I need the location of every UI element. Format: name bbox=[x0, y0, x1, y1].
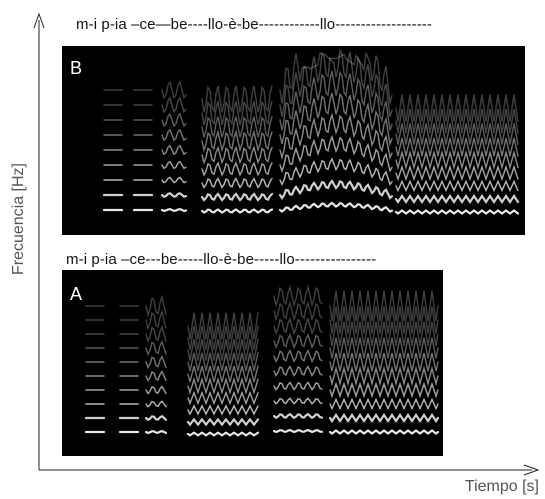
spectro-a-harmonic bbox=[273, 316, 323, 336]
spectro-a-harmonic bbox=[187, 390, 259, 406]
spectro-a-harmonic bbox=[145, 324, 167, 344]
spectro-a-harmonic bbox=[273, 365, 323, 377]
spectro-b-harmonic bbox=[395, 149, 519, 171]
spectro-a-harmonic bbox=[272, 412, 324, 420]
spectro-b-harmonic bbox=[201, 100, 273, 126]
spectro-b-harmonic bbox=[161, 80, 187, 100]
lyrics-panel-a: m-i p-ia –ce---be-----llo-è-be-----llo--… bbox=[66, 251, 377, 268]
spectro-b-harmonic bbox=[395, 123, 519, 146]
spectro-b-harmonic bbox=[161, 128, 187, 142]
spectro-a-harmonic bbox=[273, 349, 323, 363]
spectro-b-harmonic bbox=[200, 208, 274, 214]
spectro-a-harmonic bbox=[187, 312, 259, 340]
spectro-b-harmonic bbox=[201, 85, 273, 113]
spectrogram-b-image bbox=[102, 48, 520, 215]
spectro-a-harmonic bbox=[273, 300, 323, 322]
spectro-a-harmonic bbox=[144, 429, 168, 435]
spectro-b-harmonic bbox=[160, 207, 188, 213]
spectro-a-harmonic bbox=[145, 355, 167, 369]
spectrogram-a-image bbox=[84, 284, 440, 437]
spectro-b-harmonic bbox=[279, 70, 393, 131]
spectro-b-harmonic bbox=[161, 160, 187, 170]
spectro-a-harmonic bbox=[186, 417, 260, 427]
spectro-b-harmonic bbox=[279, 52, 393, 104]
spectro-a-harmonic bbox=[145, 370, 167, 382]
spectro-a-harmonic bbox=[187, 376, 259, 396]
spectro-a-harmonic bbox=[187, 325, 259, 351]
spectro-b-harmonic bbox=[160, 192, 188, 198]
spectro-a-harmonic bbox=[145, 400, 167, 408]
spectro-b-harmonic bbox=[201, 145, 273, 165]
spectro-a-harmonic bbox=[144, 414, 168, 422]
spectro-b-harmonic bbox=[161, 176, 187, 184]
spectro-a-harmonic bbox=[329, 321, 439, 347]
spectro-a-harmonic bbox=[329, 381, 439, 399]
spectro-b-harmonic bbox=[395, 94, 519, 123]
spectro-b-harmonic bbox=[395, 179, 519, 193]
spectro-a-harmonic bbox=[187, 352, 259, 372]
spectro-b-harmonic bbox=[279, 92, 393, 147]
spectro-b-harmonic bbox=[279, 48, 393, 117]
spectro-a-harmonic bbox=[329, 306, 439, 334]
spectro-a-harmonic bbox=[329, 337, 439, 359]
spectro-a-harmonic bbox=[273, 397, 323, 405]
spectro-b-harmonic bbox=[395, 164, 519, 182]
spectro-b-harmonic bbox=[200, 192, 274, 202]
spectro-a-harmonic bbox=[145, 294, 167, 318]
panel-label-a: A bbox=[70, 284, 83, 304]
spectro-a-harmonic bbox=[273, 332, 323, 350]
spectro-a-harmonic bbox=[329, 290, 439, 322]
spectro-a-harmonic bbox=[273, 381, 323, 391]
spectrogram-panel-b: B bbox=[62, 46, 525, 235]
spectro-b-harmonic bbox=[279, 157, 393, 187]
spectro-a-harmonic bbox=[187, 365, 259, 383]
x-axis-arrow-icon bbox=[523, 464, 540, 476]
spectro-b-harmonic bbox=[201, 116, 273, 138]
spectro-a-harmonic bbox=[329, 397, 439, 411]
y-axis-label: Frecuencia [Hz] bbox=[10, 162, 27, 276]
spectro-a-harmonic bbox=[145, 309, 167, 331]
spectro-a-harmonic bbox=[145, 385, 167, 395]
spectro-b-harmonic bbox=[395, 108, 519, 134]
spectro-a-harmonic bbox=[328, 413, 440, 423]
spectro-a-harmonic bbox=[145, 339, 167, 357]
panel-label-b: B bbox=[70, 58, 83, 78]
spectro-b-harmonic bbox=[395, 137, 519, 157]
spectro-a-harmonic bbox=[328, 429, 440, 435]
x-axis-label: Tiempo [s] bbox=[464, 478, 539, 495]
spectro-a-harmonic bbox=[187, 404, 259, 416]
spectro-a-harmonic bbox=[329, 365, 439, 387]
spectro-a-harmonic bbox=[186, 431, 260, 437]
spectro-a-harmonic bbox=[187, 338, 259, 361]
spectro-a-harmonic bbox=[273, 284, 323, 308]
spectro-b-harmonic bbox=[201, 129, 273, 153]
spectro-b-harmonic bbox=[161, 144, 187, 156]
spectrogram-panel-a: A bbox=[62, 270, 443, 456]
spectro-b-harmonic bbox=[394, 194, 520, 204]
spectro-b-harmonic bbox=[278, 179, 394, 200]
spectro-b-harmonic bbox=[279, 134, 393, 174]
spectro-b-harmonic bbox=[161, 96, 187, 114]
spectro-b-harmonic bbox=[394, 209, 520, 215]
lyrics-panel-b: m-i p-ia –ce—be----llo-è-be------------l… bbox=[76, 16, 432, 33]
y-axis-arrow-icon bbox=[33, 12, 45, 29]
spectro-b-harmonic bbox=[279, 112, 393, 161]
spectro-b-harmonic bbox=[201, 161, 273, 177]
spectro-b-harmonic bbox=[278, 201, 394, 213]
spectro-a-harmonic bbox=[329, 352, 439, 372]
spectro-a-harmonic bbox=[272, 428, 324, 434]
spectro-b-harmonic bbox=[201, 177, 273, 189]
spectro-b-harmonic bbox=[161, 112, 187, 128]
